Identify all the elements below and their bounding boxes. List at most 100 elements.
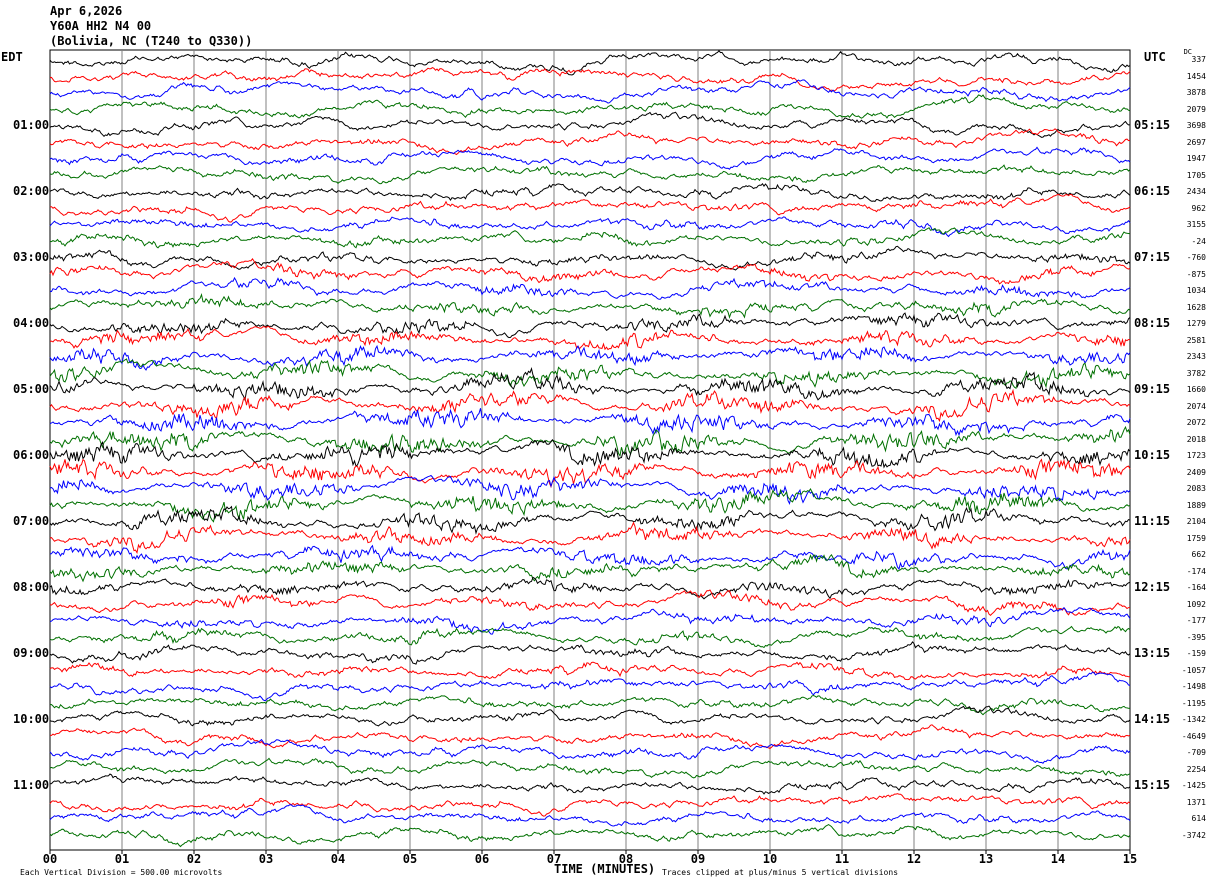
x-tick-label: 05 bbox=[402, 852, 418, 866]
edt-time-label: 11:00 bbox=[13, 778, 50, 792]
seismic-trace bbox=[49, 245, 1131, 271]
seismic-trace bbox=[49, 367, 1131, 402]
dc-offset-value: 1660 bbox=[1186, 385, 1206, 394]
x-tick-label: 12 bbox=[906, 852, 922, 866]
x-tick-label: 04 bbox=[330, 852, 346, 866]
seismic-trace bbox=[49, 521, 1131, 554]
seismic-trace bbox=[49, 738, 1131, 764]
x-tick-label: 11 bbox=[834, 852, 850, 866]
seismic-trace bbox=[49, 216, 1131, 238]
utc-time-label: 05:15 bbox=[1134, 118, 1171, 132]
dc-offset-value: 1889 bbox=[1186, 500, 1206, 510]
dc-offset-value: -1057 bbox=[1181, 665, 1206, 675]
seismic-trace bbox=[49, 505, 1131, 535]
seismic-trace bbox=[49, 606, 1131, 635]
seismic-trace bbox=[49, 388, 1131, 423]
seismic-trace bbox=[49, 671, 1131, 702]
dc-offset-value: 337 bbox=[1191, 55, 1206, 64]
x-tick-label: 09 bbox=[690, 852, 706, 866]
dc-offset-value: -164 bbox=[1186, 583, 1206, 592]
edt-time-label: 05:00 bbox=[13, 382, 50, 396]
dc-offset-value: 1628 bbox=[1186, 302, 1206, 312]
seismic-trace bbox=[49, 67, 1131, 92]
seismic-trace bbox=[49, 804, 1131, 827]
dc-offset-value: 662 bbox=[1191, 550, 1206, 559]
edt-time-label: 08:00 bbox=[13, 580, 50, 594]
dc-offset-value: 1759 bbox=[1186, 533, 1206, 543]
dc-offset-value: -4649 bbox=[1181, 731, 1206, 741]
seismic-trace bbox=[49, 488, 1131, 523]
seismic-trace bbox=[49, 79, 1131, 104]
clip-note: Traces clipped at plus/minus 5 vertical … bbox=[662, 868, 899, 877]
station-label: Y60A HH2 N4 00 bbox=[50, 19, 152, 33]
seismic-trace bbox=[49, 193, 1131, 223]
dc-offset-value: 1723 bbox=[1186, 451, 1206, 460]
seismic-trace bbox=[49, 146, 1131, 170]
seismic-trace bbox=[49, 793, 1131, 817]
plot-frame bbox=[49, 49, 1131, 851]
dc-offset-value: -1342 bbox=[1181, 715, 1206, 724]
dc-offset-value: -1195 bbox=[1181, 698, 1206, 708]
seismic-trace bbox=[49, 292, 1131, 319]
seismic-trace bbox=[49, 164, 1131, 185]
seismic-trace bbox=[49, 544, 1131, 571]
seismic-trace bbox=[49, 625, 1131, 649]
x-tick-label: 01 bbox=[114, 852, 130, 866]
utc-time-label: 11:15 bbox=[1134, 514, 1171, 528]
x-tick-label: 10 bbox=[762, 852, 778, 866]
dc-offset-value: 2079 bbox=[1186, 104, 1206, 114]
seismic-trace bbox=[49, 438, 1131, 469]
dc-offset-value: 2409 bbox=[1186, 467, 1206, 477]
edt-time-label: 07:00 bbox=[13, 514, 50, 528]
dc-offset-value: -159 bbox=[1186, 649, 1206, 658]
dc-offset-value: 3782 bbox=[1186, 368, 1206, 378]
utc-time-label: 06:15 bbox=[1134, 184, 1171, 198]
seismic-trace bbox=[49, 757, 1131, 779]
x-tick-label: 02 bbox=[186, 852, 202, 866]
dc-offset-value: 1279 bbox=[1186, 319, 1206, 328]
x-tick-label: 15 bbox=[1122, 852, 1138, 866]
utc-time-label: 14:15 bbox=[1134, 712, 1171, 726]
dc-offset-value: -1498 bbox=[1181, 682, 1206, 691]
dc-offset-value: -177 bbox=[1186, 616, 1206, 625]
seismic-trace bbox=[49, 344, 1131, 371]
seismic-trace bbox=[49, 641, 1131, 665]
dc-offset-value: -709 bbox=[1186, 748, 1206, 757]
seismic-trace bbox=[49, 183, 1131, 202]
dc-offset-value: -24 bbox=[1191, 236, 1206, 246]
x-tick-label: 14 bbox=[1050, 852, 1066, 866]
utc-time-label: 15:15 bbox=[1134, 778, 1171, 792]
dc-offset-value: 1454 bbox=[1186, 71, 1206, 81]
x-tick-label: 07 bbox=[546, 852, 562, 866]
seismic-trace bbox=[49, 824, 1131, 848]
date-label: Apr 6,2026 bbox=[50, 4, 123, 18]
seismic-trace bbox=[49, 661, 1131, 681]
seismic-trace bbox=[49, 589, 1130, 616]
seismic-trace bbox=[49, 257, 1131, 285]
seismic-trace bbox=[49, 128, 1131, 156]
dc-offset-value: 2074 bbox=[1186, 401, 1206, 411]
seismic-trace bbox=[49, 94, 1131, 119]
dc-offset-value: 3878 bbox=[1186, 88, 1206, 97]
seismic-trace bbox=[49, 694, 1131, 716]
edt-time-label: 01:00 bbox=[13, 118, 50, 132]
seismic-trace bbox=[49, 312, 1131, 339]
dc-offset-value: -174 bbox=[1186, 566, 1206, 576]
seismic-trace bbox=[49, 458, 1131, 489]
dc-label: DC bbox=[1183, 48, 1192, 56]
x-tick-label: 06 bbox=[474, 852, 490, 866]
x-tick-label: 03 bbox=[258, 852, 274, 866]
utc-time-label: 09:15 bbox=[1134, 382, 1171, 396]
edt-axis-label: EDT bbox=[1, 50, 23, 64]
utc-time-label: 07:15 bbox=[1134, 250, 1171, 264]
dc-offset-value: 1947 bbox=[1186, 154, 1206, 163]
x-tick-label: 08 bbox=[618, 852, 634, 866]
scale-note: Each Vertical Division = 500.00 microvol… bbox=[20, 868, 223, 877]
utc-time-label: 08:15 bbox=[1134, 316, 1171, 330]
seismic-trace bbox=[49, 276, 1131, 300]
x-axis-title: TIME (MINUTES) bbox=[554, 862, 656, 876]
dc-offset-value: 2104 bbox=[1186, 517, 1206, 526]
dc-offset-value: -395 bbox=[1186, 632, 1206, 642]
dc-offset-value: 2254 bbox=[1186, 764, 1206, 774]
seismic-trace bbox=[49, 408, 1131, 437]
